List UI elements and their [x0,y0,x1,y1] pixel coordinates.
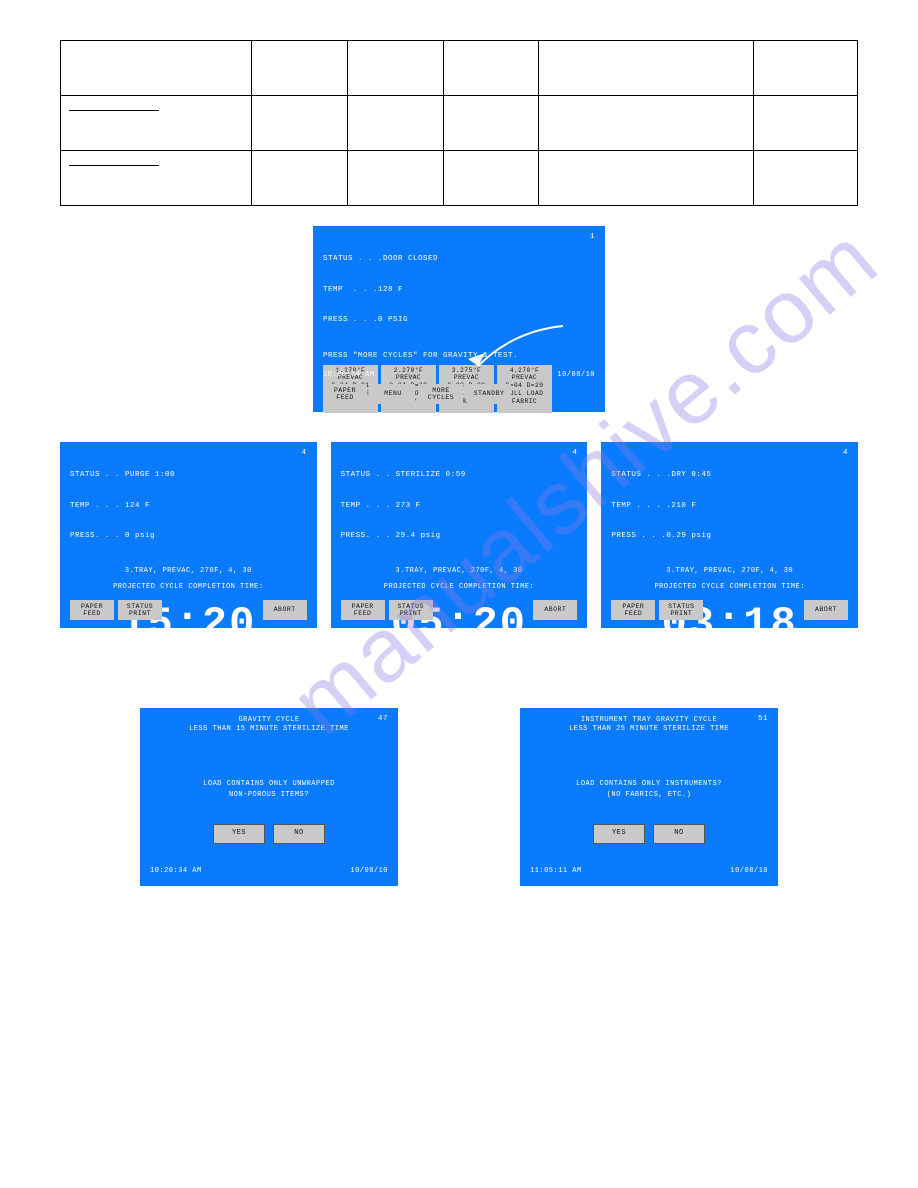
standby-button[interactable]: STANDBY [467,384,511,404]
clock: 10:20:34 AM [323,371,375,380]
projected: PROJECTED CYCLE COMPLETION TIME: [341,583,578,592]
status-line: STATUS . . .DOOR CLOSED [323,254,595,264]
gravity-confirm-screen: 47 GRAVITY CYCLE LESS THAN 15 MINUTE STE… [140,708,398,886]
date: 10/08/10 [557,371,595,380]
temp-line: TEMP . . . .210 F [611,501,848,511]
paper-feed-button[interactable]: PAPER FEED [70,600,114,620]
sec-label: SECONDS [479,653,512,662]
cycle-name: 3.TRAY, PREVAC, 270F, 4, 30 [611,567,848,576]
status-line: STATUS . . STERILIZE 0:59 [341,470,578,480]
title2: LESS THAN 25 MINUTE STERILIZE TIME [530,725,768,734]
press-line: PRESS. . . 0 psig [70,531,307,541]
cycle-name: 3.TRAY, PREVAC, 270F, 4, 30 [70,567,307,576]
screen-num: 47 [378,714,388,724]
min-label: MINUTES [406,653,439,662]
more-cycles-button[interactable]: MORE CYCLES [419,384,463,404]
screen-num: 4 [572,448,577,458]
menu-button[interactable]: MENU [371,384,415,404]
status-print-button[interactable]: STATUS PRINT [659,600,703,620]
projected: PROJECTED CYCLE COMPLETION TIME: [70,583,307,592]
confirm-msg: LOAD CONTAINS ONLY INSTRUMENTS? (NO FABR… [530,779,768,801]
no-button[interactable]: NO [653,824,705,844]
dry-screen: 4 STATUS . . .DRY 0:45 TEMP . . . .210 F… [601,442,858,628]
status-print-button[interactable]: STATUS PRINT [389,600,433,620]
cycle-select-screen: 1 STATUS . . .DOOR CLOSED TEMP . . .128 … [313,226,605,412]
press-line: PRESS. . . 29.4 psig [341,531,578,541]
sec-label: SECONDS [208,653,241,662]
instruction: PRESS "MORE CYCLES" FOR GRAVITY & TEST. [323,351,595,361]
yes-button[interactable]: YES [593,824,645,844]
screen-num: 4 [302,448,307,458]
abort-button[interactable]: ABORT [263,600,307,620]
instrument-confirm-screen: 51 INSTRUMENT TRAY GRAVITY CYCLE LESS TH… [520,708,778,886]
date: 10/08/10 [730,867,768,876]
parameter-table [60,40,858,206]
projected: PROJECTED CYCLE COMPLETION TIME: [611,583,848,592]
row3-underline [69,155,159,166]
screen-num: 51 [758,714,768,724]
paper-feed-button[interactable]: PAPER FEED [611,600,655,620]
clock: 11:05:11 AM [530,867,582,876]
abort-button[interactable]: ABORT [533,600,577,620]
abort-button[interactable]: ABORT [804,600,848,620]
purge-screen: 4 STATUS . . PURGE 1:00 TEMP . . . 124 F… [60,442,317,628]
sec-label: SECONDS [750,653,783,662]
title2: LESS THAN 15 MINUTE STERILIZE TIME [150,725,388,734]
row2-underline [69,100,159,111]
clock: 10:20:34 AM [150,867,202,876]
title1: INSTRUMENT TRAY GRAVITY CYCLE [530,716,768,725]
status-print-button[interactable]: STATUS PRINT [118,600,162,620]
no-button[interactable]: NO [273,824,325,844]
temp-line: TEMP . . .128 F [323,285,595,295]
cycle-name: 3.TRAY, PREVAC, 270F, 4, 30 [341,567,578,576]
yes-button[interactable]: YES [213,824,265,844]
title1: GRAVITY CYCLE [150,716,388,725]
paper-feed-button[interactable]: PAPER FEED [323,384,367,404]
date: 10/08/10 [350,867,388,876]
screen-num: 1 [590,232,595,242]
temp-line: TEMP . . . 273 F [341,501,578,511]
temp-line: TEMP . . . 124 F [70,501,307,511]
confirm-msg: LOAD CONTAINS ONLY UNWRAPPED NON-POROUS … [150,779,388,801]
press-line: PRESS . . .0 PSIG [323,315,595,325]
min-label: MINUTES [677,653,710,662]
min-label: MINUTES [135,653,168,662]
status-line: STATUS . . .DRY 0:45 [611,470,848,480]
status-line: STATUS . . PURGE 1:00 [70,470,307,480]
press-line: PRESS . . .0.29 psig [611,531,848,541]
sterilize-screen: 4 STATUS . . STERILIZE 0:59 TEMP . . . 2… [331,442,588,628]
screen-num: 4 [843,448,848,458]
paper-feed-button[interactable]: PAPER FEED [341,600,385,620]
